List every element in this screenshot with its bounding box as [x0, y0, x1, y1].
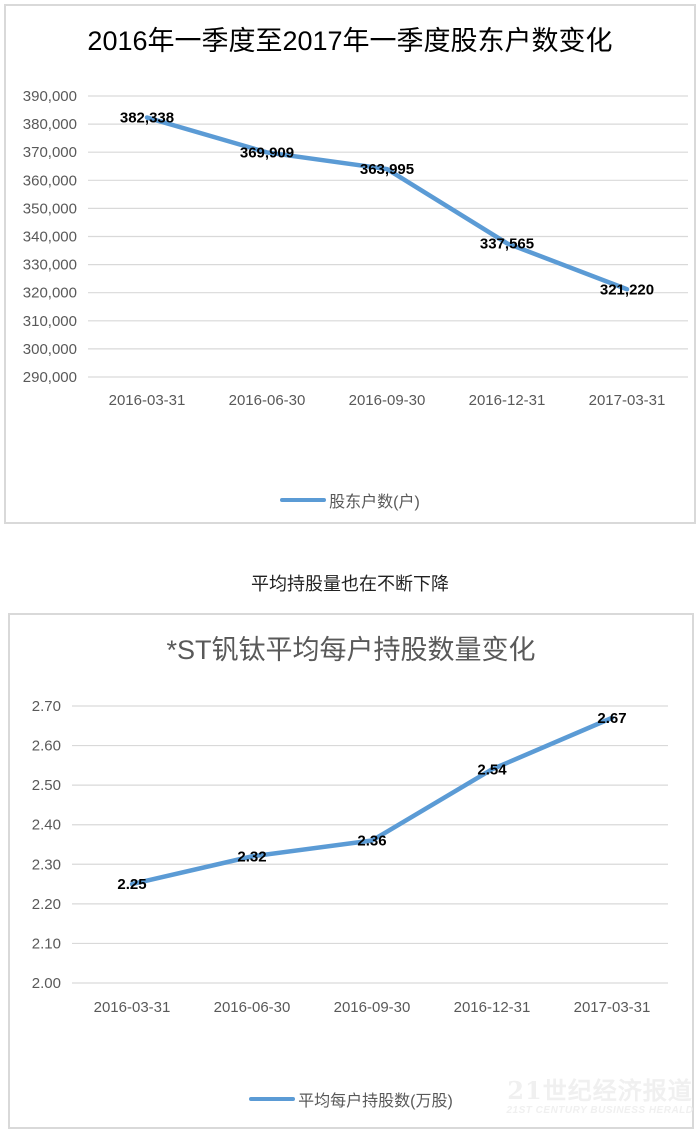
data-label: 382,338 — [120, 110, 174, 127]
y-tick-label: 2.30 — [32, 856, 61, 873]
legend-label: 平均每户持股数(万股) — [298, 1093, 453, 1110]
y-tick-label: 2.70 — [32, 698, 61, 715]
x-tick-label: 2016-12-31 — [469, 392, 546, 409]
y-axis: 2.70 2.60 2.50 2.40 2.30 2.20 2.10 2.00 — [32, 698, 61, 992]
legend: 平均每户持股数(万股) — [10, 1087, 692, 1111]
plot-area: 2.70 2.60 2.50 2.40 2.30 2.20 2.10 2.00 2016-03… — [32, 698, 668, 1016]
chart-title: 2016年一季度至2017年一季度股东户数变化 — [87, 26, 613, 56]
plot-area: 390,000 380,000 370,000 360,000 350,000 340,0… — [23, 88, 688, 409]
data-label: 2.54 — [477, 761, 507, 778]
legend: 股东户数(户) — [6, 488, 694, 512]
x-tick-label: 2016-03-31 — [94, 999, 171, 1016]
y-tick-label: 310,000 — [23, 313, 77, 330]
chart-title: *ST钒钛平均每户持股数量变化 — [166, 635, 536, 665]
shareholder-count-chart: 2016年一季度至2017年一季度股东户数变化 390,000 380,000 37… — [4, 4, 696, 524]
y-tick-label: 2.60 — [32, 738, 61, 755]
y-tick-label: 320,000 — [23, 285, 77, 302]
y-tick-label: 350,000 — [23, 200, 77, 217]
x-tick-label: 2016-09-30 — [334, 999, 411, 1016]
x-tick-label: 2016-03-31 — [109, 392, 186, 409]
gridlines — [72, 705, 668, 984]
y-tick-label: 360,000 — [23, 172, 77, 189]
series-line — [129, 715, 615, 887]
data-label: 2.32 — [237, 848, 266, 865]
y-tick-label: 300,000 — [23, 341, 77, 358]
legend-label: 股东户数(户) — [329, 494, 420, 511]
gridlines — [88, 95, 688, 378]
data-label: 2.36 — [357, 833, 386, 850]
data-label: 363,995 — [360, 161, 414, 178]
data-label: 2.25 — [117, 876, 146, 893]
y-axis: 390,000 380,000 370,000 360,000 350,000 340,0… — [23, 88, 77, 386]
avg-holding-chart: *ST钒钛平均每户持股数量变化 2.70 2.60 2.50 2.40 2.30 2.20… — [8, 613, 694, 1129]
y-tick-label: 2.00 — [32, 975, 61, 992]
data-label: 369,909 — [240, 144, 294, 161]
series-line — [144, 115, 630, 292]
x-tick-label: 2016-09-30 — [349, 392, 426, 409]
y-tick-label: 2.20 — [32, 896, 61, 913]
data-labels: 382,338 369,909 363,995 337,565 321,220 — [120, 110, 654, 299]
data-label: 2.67 — [597, 710, 626, 727]
legend-line-icon — [280, 498, 327, 502]
y-tick-label: 370,000 — [23, 144, 77, 161]
y-tick-label: 380,000 — [23, 116, 77, 133]
y-tick-label: 2.40 — [32, 817, 61, 834]
caption: 平均持股量也在不断下降 — [251, 574, 449, 595]
data-label: 321,220 — [600, 281, 654, 298]
x-axis: 2016-03-31 2016-06-30 2016-09-30 2016-12-31… — [94, 999, 651, 1016]
y-tick-label: 390,000 — [23, 88, 77, 105]
x-tick-label: 2017-03-31 — [574, 999, 651, 1016]
watermark-logo: 21世纪经济报道 21ST CENTURY BUSINESS HERALD — [505, 1076, 695, 1117]
watermark-en: 21ST CENTURY BUSINESS HERALD — [506, 1105, 694, 1116]
data-label: 337,565 — [480, 235, 534, 252]
x-tick-label: 2017-03-31 — [589, 392, 666, 409]
watermark-cn: 21世纪经济报道 — [507, 1076, 693, 1105]
y-tick-label: 340,000 — [23, 229, 77, 246]
x-tick-label: 2016-06-30 — [229, 392, 306, 409]
y-tick-label: 2.50 — [32, 777, 61, 794]
data-labels: 2.25 2.32 2.36 2.54 2.67 — [117, 710, 626, 893]
x-tick-label: 2016-06-30 — [214, 999, 291, 1016]
x-axis: 2016-03-31 2016-06-30 2016-09-30 2016-12-31… — [109, 392, 666, 409]
y-tick-label: 2.10 — [32, 935, 61, 952]
x-tick-label: 2016-12-31 — [454, 999, 531, 1016]
legend-line-icon — [249, 1097, 296, 1101]
y-tick-label: 290,000 — [23, 369, 77, 386]
y-tick-label: 330,000 — [23, 257, 77, 274]
